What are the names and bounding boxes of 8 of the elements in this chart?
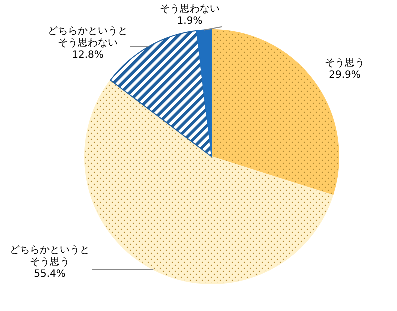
slice-label: そう思わない	[160, 4, 220, 15]
slice-label: どちらかというとそう思う	[10, 245, 90, 268]
data-label: 12.8%	[72, 50, 104, 61]
data-label: 55.4%	[34, 269, 66, 280]
data-label: 1.9%	[177, 16, 203, 27]
slice-label: どちらかというとそう思わない	[48, 26, 128, 49]
data-label: 29.9%	[329, 70, 361, 81]
slice-label: そう思う	[325, 58, 365, 69]
